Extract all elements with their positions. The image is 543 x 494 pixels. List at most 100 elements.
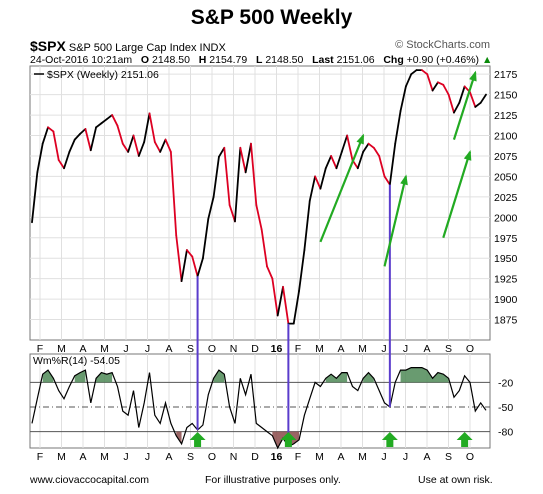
indicator-x-tick: J	[145, 451, 150, 463]
chart-title: S&P 500 Weekly	[190, 6, 353, 29]
price-segment	[105, 114, 114, 121]
price-segment	[84, 128, 92, 152]
price-segment	[340, 134, 349, 153]
indicator-y-tick: -50	[498, 402, 513, 414]
price-x-tick: M	[315, 343, 324, 355]
open-value: 2148.50	[152, 54, 190, 66]
price-segment	[169, 150, 178, 237]
source-credit: © StockCharts.com	[395, 39, 490, 51]
price-segment	[362, 142, 370, 153]
last-label: Last	[312, 54, 334, 66]
price-y-tick: 2150	[494, 90, 518, 102]
price-segment	[308, 175, 316, 202]
price-x-tick: J	[123, 343, 128, 355]
oversold-signal-arrow	[189, 432, 206, 447]
indicator-x-tick: A	[79, 451, 86, 463]
indicator-legend: Wm%R(14) -54.05	[33, 355, 120, 367]
price-x-tick: J	[381, 343, 386, 355]
overbought-fill	[325, 372, 348, 383]
indicator-x-tick: N	[230, 451, 238, 463]
footer-risk: Use at own risk.	[418, 474, 493, 486]
price-segment	[367, 142, 375, 149]
low-value: 2148.50	[265, 54, 304, 66]
indicator-x-tick: M	[315, 451, 324, 463]
trend-arrow-line	[319, 135, 365, 243]
price-segment	[410, 69, 418, 76]
price-x-tick: D	[251, 343, 259, 355]
price-segment	[453, 101, 461, 114]
price-segment	[356, 150, 365, 170]
price-x-tick: J	[145, 343, 150, 355]
footer-website: www.ciovaccocapital.com	[30, 474, 150, 486]
price-segment	[137, 141, 146, 157]
price-segment	[394, 110, 402, 145]
indicator-x-tick: S	[445, 451, 452, 463]
indicator-x-tick: M	[57, 451, 66, 463]
price-segment	[89, 126, 97, 152]
open-label: O	[140, 54, 150, 66]
price-segment	[399, 85, 407, 112]
indicator-x-tick: O	[208, 451, 216, 463]
indicator-x-tick: O	[466, 451, 474, 463]
price-x-tick: A	[79, 343, 86, 355]
price-segment	[116, 124, 124, 145]
price-x-tick: A	[165, 343, 172, 355]
price-segment	[266, 265, 274, 280]
price-x-tick: M	[358, 343, 367, 355]
price-x-tick: J	[403, 343, 408, 355]
price-segment	[292, 290, 300, 325]
price-segment	[63, 150, 71, 170]
price-segment	[185, 249, 194, 258]
indicator-x-tick: S	[187, 451, 194, 463]
price-segment	[234, 146, 242, 223]
price-segment	[421, 69, 429, 76]
price-y-tick: 1875	[494, 315, 518, 327]
high-value: 2154.79	[209, 54, 248, 66]
header-row: $SPX S&P 500 Large Cap Index INDX © Stoc…	[30, 38, 490, 54]
price-segment	[52, 130, 60, 161]
price-segment	[41, 126, 49, 145]
price-segment	[31, 171, 39, 224]
price-segment	[57, 159, 65, 170]
low-label: L	[256, 54, 263, 66]
price-segment	[153, 141, 162, 153]
price-segment	[383, 175, 391, 186]
indicator-x-tick: M	[358, 451, 367, 463]
price-segment	[100, 118, 108, 125]
indicator-x-tick: F	[295, 451, 301, 463]
price-segment	[36, 142, 44, 174]
price-x-tick: A	[337, 343, 344, 355]
trend-arrow-head	[463, 149, 472, 161]
price-x-tick: N	[230, 343, 238, 355]
price-segment	[276, 285, 284, 317]
price-segment	[330, 155, 338, 170]
indicator-x-tick: D	[251, 451, 259, 463]
trend-arrow-head	[400, 174, 408, 186]
price-segment	[372, 146, 381, 157]
price-segment	[164, 138, 172, 153]
price-segment	[218, 146, 226, 158]
indicator-x-tick: F	[37, 451, 43, 463]
price-segment	[314, 175, 322, 190]
price-segment	[378, 155, 386, 178]
price-segment	[437, 81, 445, 86]
price-segment	[271, 277, 279, 317]
price-segment	[143, 112, 151, 143]
price-y-tick: 1975	[494, 233, 518, 245]
price-segment	[447, 93, 455, 114]
price-y-tick: 2175	[494, 69, 518, 81]
price-segment	[404, 73, 413, 88]
chg-up-icon: ▲	[481, 54, 493, 66]
price-segment	[431, 81, 439, 92]
price-segment	[68, 138, 76, 153]
quote-date: 24-Oct-2016 10:21am	[30, 54, 133, 66]
price-x-tick: A	[423, 343, 430, 355]
price-segment	[212, 155, 220, 198]
price-segment	[474, 101, 482, 108]
price-legend: $SPX (Weekly) 2151.06	[34, 69, 159, 81]
overbought-fill	[363, 372, 374, 383]
price-segment	[319, 167, 327, 190]
price-y-tick: 1950	[494, 253, 518, 265]
oversold-signal-arrow	[280, 432, 297, 447]
price-segment	[196, 257, 204, 278]
